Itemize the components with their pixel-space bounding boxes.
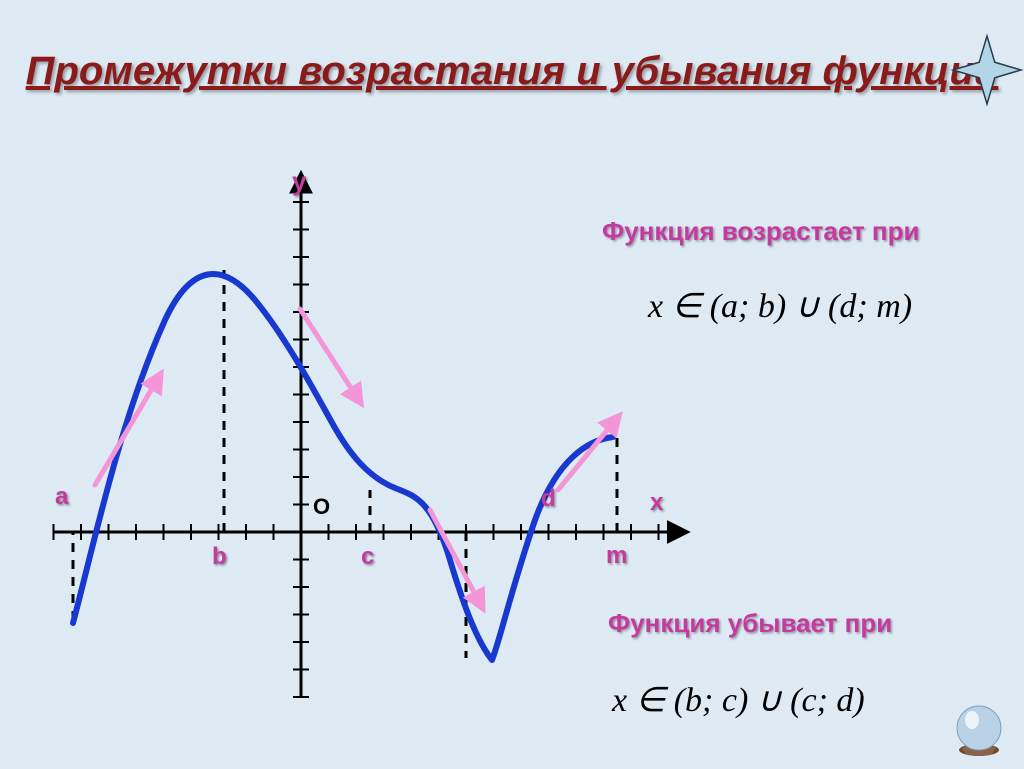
- crystal-ball-icon: [950, 700, 1008, 758]
- decrease-label: Функция убывает при: [608, 608, 892, 639]
- x-axis-label: x: [650, 489, 663, 517]
- increase-formula: x ∈ (a; b) ∪ (d; m): [648, 286, 912, 326]
- point-m-label: m: [606, 542, 627, 570]
- decrease-formula: x ∈ (b; c) ∪ (c; d): [612, 680, 865, 720]
- point-b-label: b: [212, 543, 227, 571]
- point-c-label: c: [361, 543, 374, 571]
- origin-label: O: [313, 494, 330, 520]
- point-a-label: a: [55, 483, 68, 511]
- y-axis-label: y: [292, 166, 306, 197]
- point-d-label: d: [541, 485, 556, 513]
- function-chart: [0, 0, 1024, 769]
- increase-label: Функция возрастает при: [602, 216, 919, 247]
